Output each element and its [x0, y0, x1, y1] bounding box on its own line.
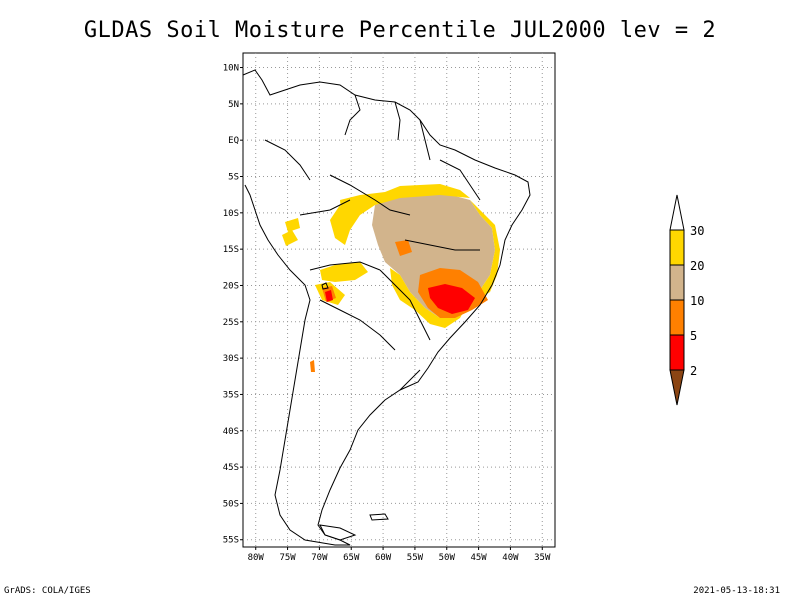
colorbar-bottom-triangle — [669, 369, 685, 406]
south-america-outline — [242, 69, 531, 546]
lon-tick-label: 45W — [470, 553, 487, 563]
lon-tick-label: 65W — [343, 553, 360, 563]
lon-tick-label: 55W — [407, 553, 424, 563]
border-10 — [439, 159, 481, 201]
shade-red-andes — [325, 290, 333, 302]
tierra-del-fuego — [319, 524, 357, 541]
footer-timestamp: 2021-05-13-18:31 — [693, 586, 780, 596]
border-11 — [404, 239, 480, 251]
lat-tick-label: 5S — [228, 173, 239, 183]
chart-title: GLDAS Soil Moisture Percentile JUL2000 l… — [83, 18, 717, 43]
lat-tick-label: 45S — [223, 463, 239, 473]
colorbar-seg-5 — [669, 334, 685, 371]
lon-tick-label: 50W — [439, 553, 456, 563]
colorbar-top-triangle — [669, 194, 685, 231]
shade-yellow-peru — [282, 230, 298, 246]
lat-tick-label: 30S — [223, 354, 239, 364]
lat-tick-label: 20S — [223, 281, 239, 291]
coastlines — [242, 69, 531, 546]
lat-tick-label: 10N — [223, 64, 239, 74]
latitude-labels: 10N 5N EQ 5S 10S 15S 20S 25S 30S 35S 40S 45S 50S 55S — [223, 64, 243, 546]
lat-tick-label: EQ — [228, 136, 239, 146]
border-8 — [394, 101, 401, 141]
shade-red-se — [428, 284, 475, 314]
percentile-shading — [282, 184, 500, 372]
border-3 — [299, 199, 351, 216]
lat-tick-label: 25S — [223, 318, 239, 328]
colorbar-seg-10 — [669, 299, 685, 336]
lon-tick-label: 60W — [375, 553, 392, 563]
colorbar-seg-20 — [669, 264, 685, 301]
lake-titicaca — [321, 282, 329, 290]
border-12 — [399, 369, 421, 391]
footer-credit: GrADS: COLA/IGES — [4, 586, 91, 596]
border-1 — [264, 139, 311, 181]
lon-tick-label: 70W — [311, 553, 328, 563]
border-2 — [329, 174, 411, 216]
shade-red-chile — [310, 360, 315, 372]
longitude-labels: 80W 75W 70W 65W 60W 55W 50W 45W 40W 35W — [248, 547, 551, 563]
lon-tick-label: 40W — [502, 553, 519, 563]
lat-tick-label: 5N — [228, 100, 239, 110]
colorbar-label-5: 5 — [690, 329, 697, 343]
border-7 — [344, 94, 361, 136]
lon-tick-label: 35W — [534, 553, 551, 563]
shade-yellow-east — [470, 200, 500, 300]
lat-tick-label: 10S — [223, 209, 239, 219]
shade-orange-central — [395, 240, 412, 256]
lon-tick-label: 75W — [279, 553, 296, 563]
shade-yellow-west — [330, 205, 350, 245]
shade-yellow-bolivia — [320, 262, 368, 282]
colorbar-seg-30 — [669, 229, 685, 266]
colorbar-label-10: 10 — [690, 294, 704, 308]
lat-tick-label: 50S — [223, 499, 239, 509]
colorbar-label-30: 30 — [690, 224, 704, 238]
plot-frame — [242, 52, 556, 548]
colorbar-label-2: 2 — [690, 364, 697, 378]
colorbar: 30 20 10 5 2 — [669, 194, 704, 406]
border-9 — [419, 119, 431, 161]
lat-tick-label: 40S — [223, 427, 239, 437]
border-5 — [319, 299, 396, 351]
lat-tick-label: 35S — [223, 390, 239, 400]
lat-tick-label: 15S — [223, 245, 239, 255]
lon-tick-label: 80W — [248, 553, 265, 563]
lat-tick-label: 55S — [223, 536, 239, 546]
colorbar-label-20: 20 — [690, 259, 704, 273]
border-6 — [379, 269, 431, 341]
border-4 — [309, 261, 381, 271]
falklands — [369, 513, 389, 521]
shade-yellow-north — [340, 184, 470, 230]
shade-yellow-nw — [285, 218, 300, 232]
